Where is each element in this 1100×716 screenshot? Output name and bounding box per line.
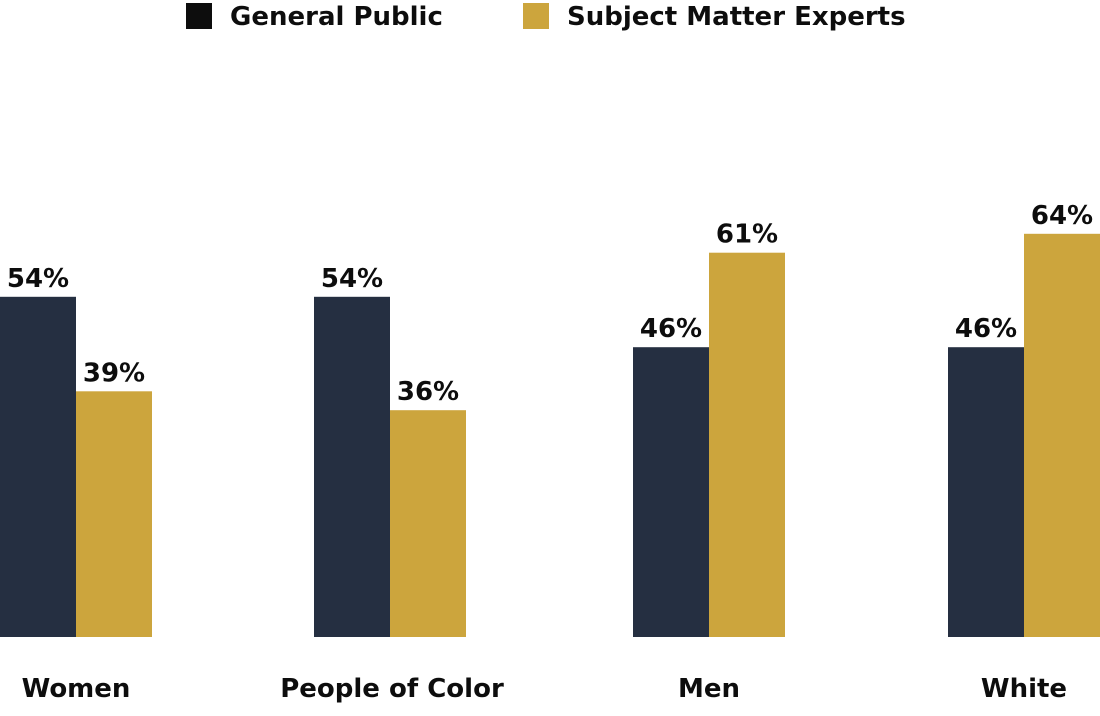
legend-label-subject-matter-experts: Subject Matter Experts <box>567 2 906 32</box>
category-label-people-of-color: People of Color <box>280 674 504 704</box>
bars-layer <box>0 233 1100 638</box>
value-label-people-of-color-subject-matter-experts: 36% <box>397 377 459 407</box>
legend-swatch-subject-matter-experts <box>523 3 549 29</box>
category-label-white: White <box>981 674 1067 704</box>
value-label-white-subject-matter-experts: 64% <box>1031 201 1093 231</box>
value-label-women-general-public: 54% <box>7 264 69 294</box>
legend: General Public Subject Matter Experts <box>186 2 906 32</box>
legend-label-general-public: General Public <box>230 2 443 32</box>
bar-people-of-color-general-public <box>314 296 390 637</box>
value-label-people-of-color-general-public: 54% <box>321 264 383 294</box>
bar-white-subject-matter-experts <box>1024 233 1100 638</box>
bar-women-general-public <box>0 296 76 637</box>
category-label-women: Women <box>22 674 131 704</box>
bar-men-general-public <box>633 347 709 637</box>
value-label-women-subject-matter-experts: 39% <box>83 358 145 388</box>
value-label-white-general-public: 46% <box>955 314 1017 344</box>
category-labels-layer: Women People of Color Men White <box>22 674 1068 704</box>
bar-people-of-color-subject-matter-experts <box>390 410 466 637</box>
bar-women-subject-matter-experts <box>76 391 152 637</box>
bar-white-general-public <box>948 347 1024 637</box>
value-label-men-subject-matter-experts: 61% <box>716 220 778 250</box>
value-labels-layer: 54% 39% 54% 36% 46% 61% 46% 64% <box>7 201 1093 407</box>
bar-men-subject-matter-experts <box>709 252 785 637</box>
value-label-men-general-public: 46% <box>640 314 702 344</box>
legend-swatch-general-public <box>186 3 212 29</box>
category-label-men: Men <box>678 674 740 704</box>
